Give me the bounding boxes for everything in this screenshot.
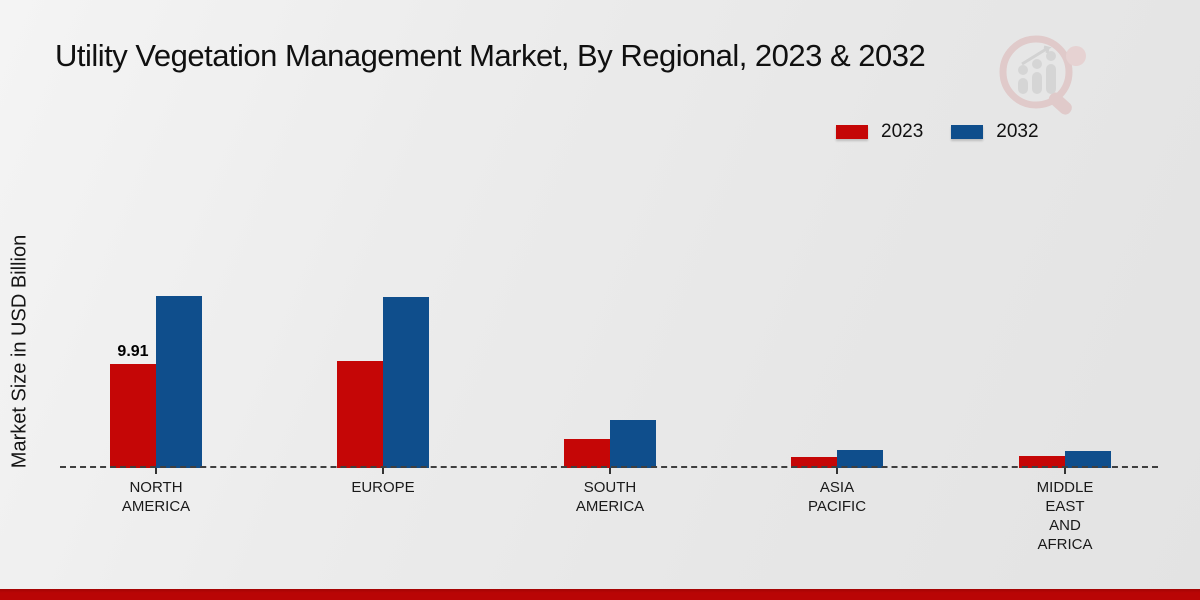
magnifier-bar-chart-logo-icon xyxy=(999,35,1086,115)
footer-accent-bar xyxy=(0,589,1200,600)
category-label-south-america: SOUTH AMERICA xyxy=(575,479,645,515)
x-axis-tick-europe xyxy=(382,468,384,474)
category-label-asia-pacific: ASIA PACIFIC xyxy=(807,479,867,515)
chart-title: Utility Vegetation Management Market, By… xyxy=(55,38,926,73)
legend-item-2023: 2023 xyxy=(836,121,923,143)
legend-swatch-2032 xyxy=(951,125,984,139)
bar-2032-asia-pacific xyxy=(837,450,883,468)
bar-2023-middle-east-and-africa xyxy=(1019,456,1065,468)
bar-2032-europe xyxy=(383,297,429,468)
legend: 2023 2032 xyxy=(836,121,1039,143)
bar-2032-south-america xyxy=(610,420,656,468)
data-label-2023-north-america: 9.91 xyxy=(117,343,149,360)
bar-2032-middle-east-and-africa xyxy=(1065,451,1111,468)
bar-2023-south-america xyxy=(564,439,610,468)
bar-2023-europe xyxy=(337,361,383,468)
bar-2023-asia-pacific xyxy=(791,457,837,468)
x-axis-dashed-line xyxy=(60,466,1158,468)
x-axis-tick-north-america xyxy=(155,468,157,474)
x-axis-tick-south-america xyxy=(609,468,611,474)
x-axis-tick-asia-pacific xyxy=(836,468,838,474)
legend-label-2023: 2023 xyxy=(881,121,924,142)
bar-2032-north-america xyxy=(156,296,202,468)
legend-item-2032: 2032 xyxy=(951,121,1039,143)
category-label-europe: EUROPE xyxy=(351,479,415,496)
category-label-north-america: NORTH AMERICA xyxy=(121,479,191,515)
x-axis-tick-middle-east-and-africa xyxy=(1064,468,1066,474)
legend-swatch-2023 xyxy=(836,125,868,139)
legend-label-2032: 2032 xyxy=(996,121,1039,142)
bar-2023-north-america xyxy=(110,364,156,468)
category-label-middle-east-and-africa: MIDDLE EAST AND AFRICA xyxy=(1036,479,1094,553)
